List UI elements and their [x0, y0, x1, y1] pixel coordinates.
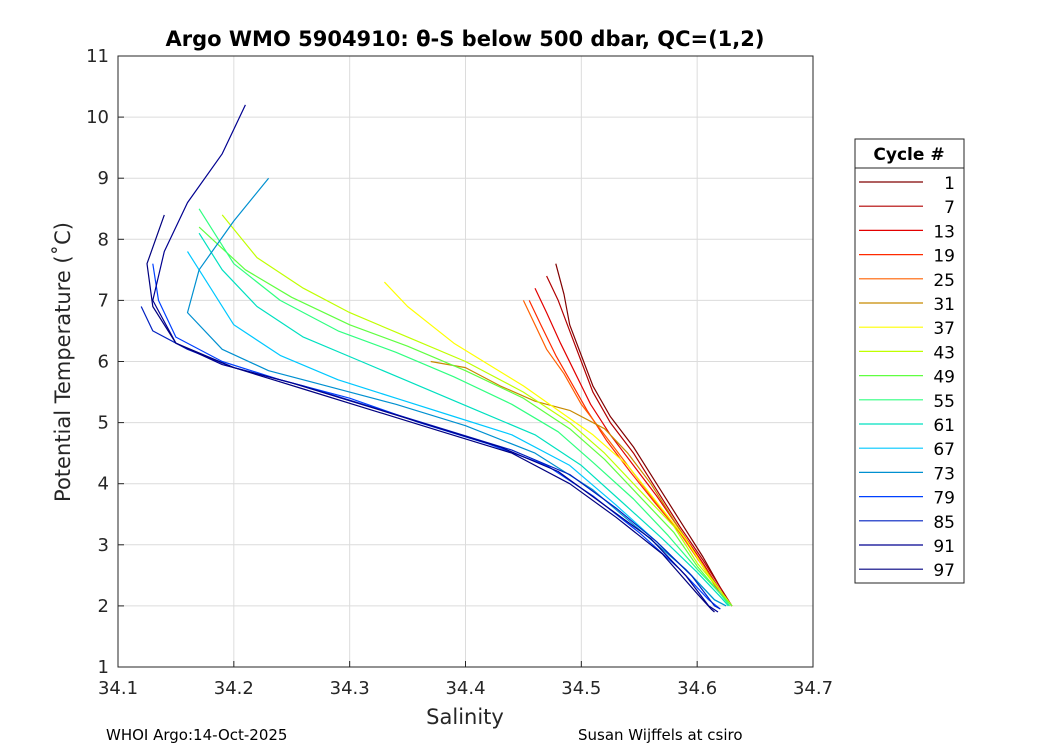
legend-label-cycle-79: 79: [933, 489, 955, 509]
series-line-cycle-61: [198, 232, 729, 607]
y-tick-label: 6: [98, 352, 109, 373]
series-line-cycle-7: [546, 275, 733, 607]
y-axis-label: Potential Temperature (˚C): [51, 222, 75, 502]
x-ticks: 34.1 34.2 34.3 34.4 34.5 34.6 34.7: [98, 661, 833, 699]
legend-label-cycle-7: 7: [944, 198, 955, 218]
series-line-cycle-91: [152, 104, 719, 613]
x-tick-label: 34.1: [98, 678, 138, 699]
series-line-cycle-1: [555, 263, 733, 607]
y-tick-label: 11: [86, 46, 109, 67]
y-tick-label: 10: [86, 107, 109, 128]
chart-title: Argo WMO 5904910: θ-S below 500 dbar, QC…: [166, 27, 765, 51]
legend-label-cycle-91: 91: [933, 537, 955, 557]
series-line-cycle-37: [383, 281, 733, 607]
y-tick-label: 7: [98, 290, 109, 311]
series-line-cycle-55: [198, 208, 731, 607]
legend-entries: 1 7 13 19 25 31 37 43 49 55 61 67 73 79 85 91 97: [859, 174, 955, 581]
x-tick-label: 34.5: [561, 678, 601, 699]
legend-label-cycle-1: 1: [944, 174, 955, 194]
legend-label-cycle-19: 19: [933, 247, 955, 267]
series-line-cycle-13: [534, 287, 733, 607]
y-tick-label: 5: [98, 413, 109, 434]
y-tick-label: 2: [98, 596, 109, 617]
legend-label-cycle-25: 25: [933, 271, 955, 291]
y-tick-label: 1: [98, 657, 109, 678]
footer-right: Susan Wijffels at csiro: [578, 726, 743, 744]
legend-label-cycle-85: 85: [933, 513, 955, 533]
legend-label-cycle-73: 73: [933, 464, 955, 484]
x-axis-label: Salinity: [426, 705, 504, 729]
x-tick-label: 34.2: [214, 678, 254, 699]
y-tick-label: 8: [98, 229, 109, 250]
series-line-cycle-49: [198, 226, 733, 607]
x-tick-label: 34.6: [677, 678, 717, 699]
legend-label-cycle-97: 97: [933, 561, 955, 581]
legend-label-cycle-13: 13: [933, 222, 955, 242]
y-tick-label: 4: [98, 474, 109, 495]
legend-label-cycle-67: 67: [933, 440, 955, 460]
x-tick-label: 34.7: [793, 678, 833, 699]
legend-label-cycle-61: 61: [933, 416, 955, 436]
footer-left: WHOI Argo:14-Oct-2025: [106, 726, 288, 744]
legend-label-cycle-43: 43: [933, 343, 955, 363]
legend-label-cycle-55: 55: [933, 392, 955, 412]
y-tick-label: 9: [98, 168, 109, 189]
legend-label-cycle-31: 31: [933, 295, 955, 315]
x-tick-label: 34.4: [445, 678, 485, 699]
legend-title: Cycle #: [873, 145, 944, 165]
series-group: [140, 104, 733, 613]
legend: Cycle # 1 7 13 19 25 31 37 43 49 55 61 67 73 79 85 91 97: [854, 138, 965, 584]
y-tick-label: 3: [98, 535, 109, 556]
x-tick-label: 34.3: [330, 678, 370, 699]
series-line-cycle-43: [221, 214, 733, 607]
legend-box: [854, 138, 965, 584]
y-ticks: 1 2 3 4 5 6 7 8 9 10 11: [86, 46, 124, 678]
series-line-cycle-73: [186, 177, 727, 607]
legend-label-cycle-49: 49: [933, 368, 955, 388]
legend-label-cycle-37: 37: [933, 319, 955, 339]
series-line-cycle-97: [146, 214, 715, 613]
